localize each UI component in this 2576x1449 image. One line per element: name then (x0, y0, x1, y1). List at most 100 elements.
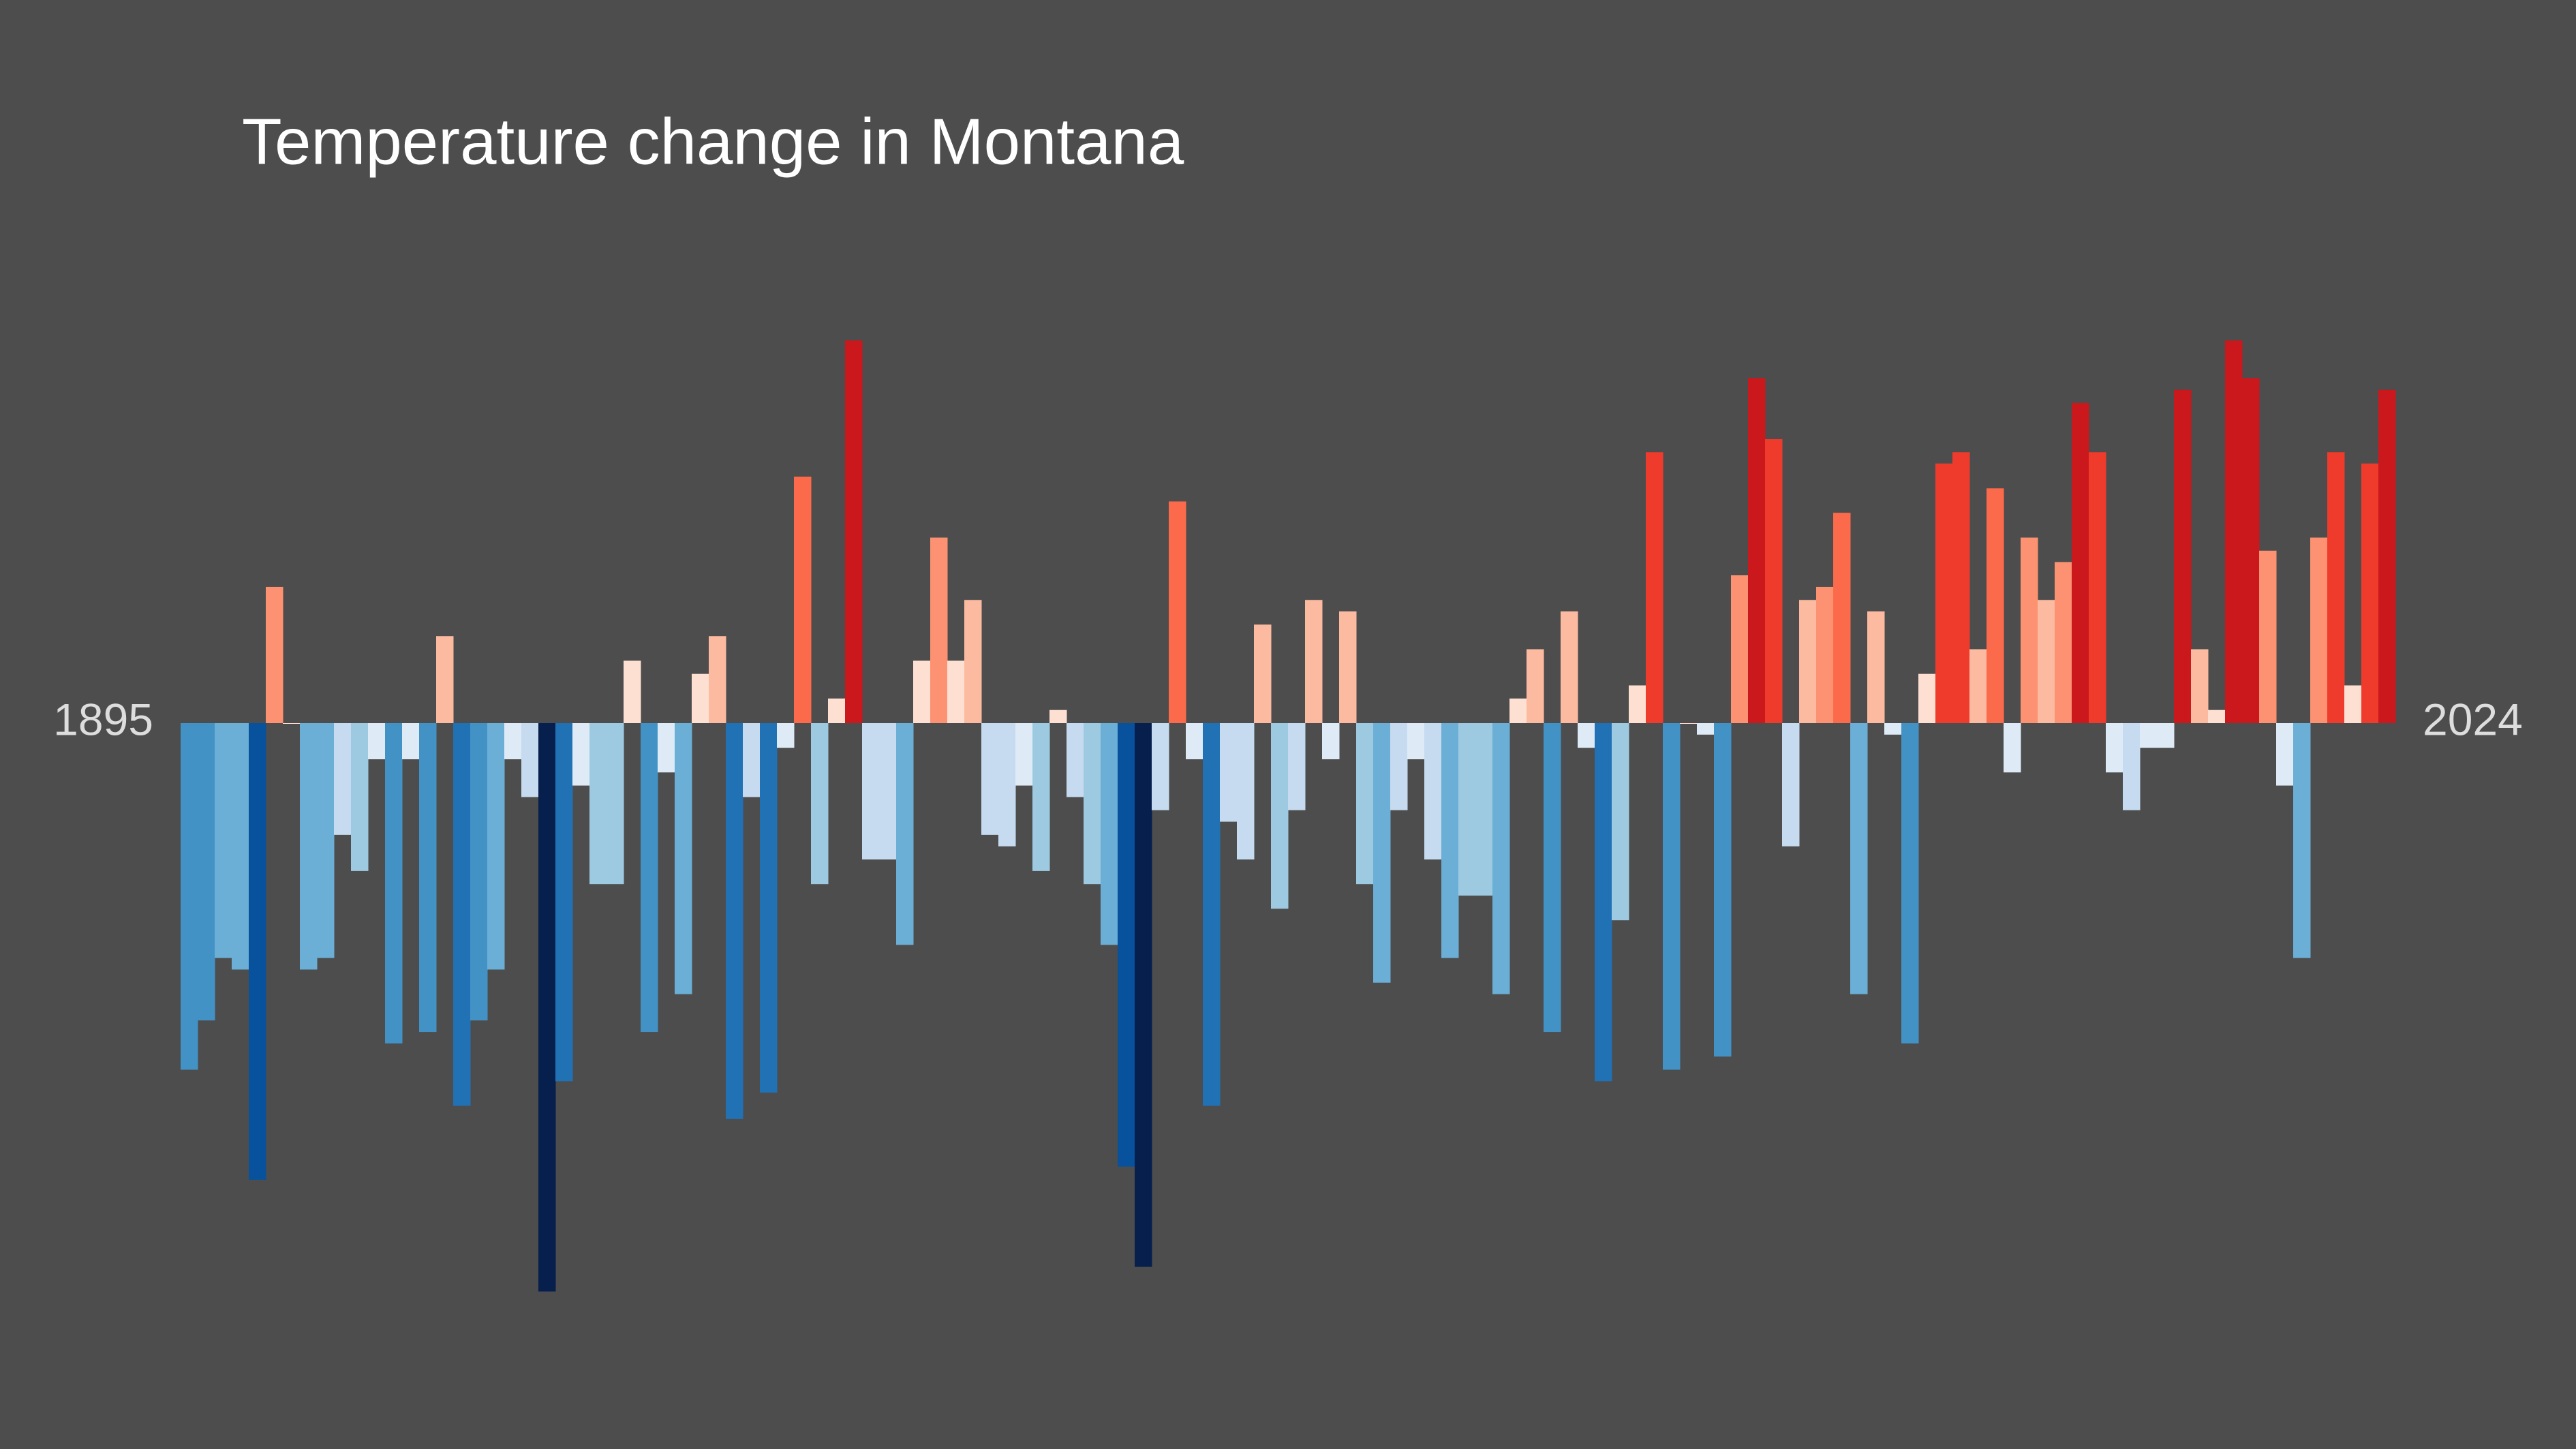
bar (2038, 600, 2055, 723)
bar (521, 723, 539, 797)
bar (2089, 452, 2106, 723)
bar (1152, 723, 1169, 810)
bar (930, 537, 948, 723)
bar (1356, 723, 1374, 885)
bar (998, 723, 1016, 846)
bar (607, 723, 624, 885)
bar (1424, 723, 1442, 860)
bar (1118, 723, 1135, 1167)
bar (1169, 501, 1186, 723)
bar (896, 723, 914, 945)
bar (1135, 723, 1152, 1267)
bar (692, 673, 709, 723)
bar (2157, 723, 2175, 748)
bar (181, 723, 198, 1070)
bar (1084, 723, 1101, 885)
bar (1561, 611, 1578, 723)
bar (1305, 600, 1323, 723)
bar (1935, 463, 1953, 723)
bar (1186, 723, 1203, 760)
bar (589, 723, 607, 885)
bar (1952, 452, 1970, 723)
bar (777, 723, 795, 748)
bar (845, 340, 863, 724)
bar (1595, 723, 1612, 1082)
bar (436, 636, 454, 723)
bar (811, 723, 829, 885)
bar (2327, 452, 2345, 723)
bar (2242, 378, 2260, 723)
bar (760, 723, 778, 1093)
bar (283, 723, 301, 724)
bar (385, 723, 403, 1043)
bar (2004, 723, 2021, 773)
bar (709, 636, 726, 723)
bar (1731, 575, 1749, 723)
bar (726, 723, 743, 1119)
bar (1578, 723, 1595, 748)
bar (1612, 723, 1629, 921)
bar (2021, 537, 2038, 723)
bar (1833, 513, 1851, 723)
bar (743, 723, 761, 797)
bar (266, 586, 283, 723)
bar (981, 723, 999, 835)
bar (1663, 723, 1681, 1070)
bar (300, 723, 318, 970)
bar (2276, 723, 2294, 786)
bar (2361, 463, 2379, 723)
bar (964, 600, 982, 723)
bar (2106, 723, 2123, 773)
chart-title: Temperature change in Montana (242, 105, 1184, 178)
bar (2174, 389, 2192, 723)
bar (1799, 600, 1817, 723)
year-label: 2024 (2423, 694, 2523, 744)
bar (1884, 723, 1902, 735)
bar (1322, 723, 1340, 760)
bar (1544, 723, 1561, 1033)
bar (1339, 611, 1357, 723)
bar (2072, 403, 2089, 723)
bar (913, 660, 931, 723)
year-label: 1895 (53, 694, 153, 744)
bar (1254, 624, 1272, 723)
bar (1220, 723, 1238, 822)
bar (1697, 723, 1715, 735)
bar (1765, 439, 1783, 723)
bar (1748, 378, 1766, 723)
bar (1969, 649, 1987, 723)
bar (351, 723, 369, 871)
bar (1492, 723, 1510, 994)
bar (1373, 723, 1391, 983)
bar (419, 723, 437, 1033)
bar (1509, 698, 1527, 723)
bar (862, 723, 880, 860)
bar (487, 723, 505, 970)
bar (1032, 723, 1050, 871)
bar (1901, 723, 1919, 1043)
bar (1987, 488, 2004, 723)
bar (402, 723, 420, 760)
bar (1816, 586, 1834, 723)
bar (675, 723, 692, 994)
bar (1782, 723, 1800, 846)
bar (1458, 723, 1476, 896)
bar (1049, 710, 1067, 723)
bar (368, 723, 386, 760)
bar (1867, 611, 1885, 723)
bar (2191, 649, 2209, 723)
bar (2293, 723, 2311, 958)
bar (2259, 550, 2277, 723)
bar (1441, 723, 1459, 958)
bar (2140, 723, 2158, 748)
bar (879, 723, 897, 860)
bar (215, 723, 232, 958)
bar (1271, 723, 1289, 909)
bar (1918, 673, 1936, 723)
bar (334, 723, 352, 835)
bar (1237, 723, 1255, 860)
bar (641, 723, 658, 1033)
bar (249, 723, 266, 1180)
